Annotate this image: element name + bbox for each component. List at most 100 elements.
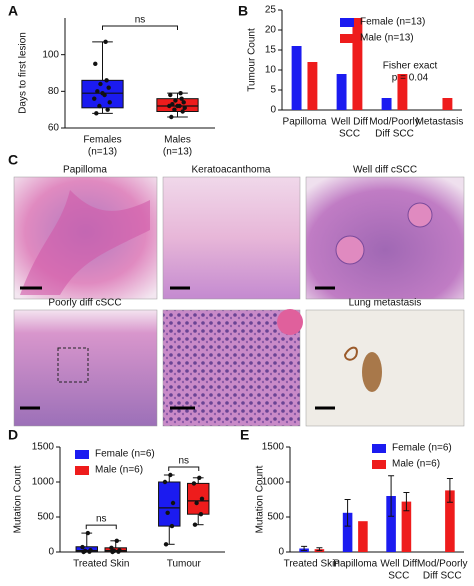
- x-tick-label: Metastasis: [416, 117, 464, 128]
- legend-swatch: [340, 18, 354, 27]
- data-point: [109, 545, 114, 550]
- x-tick-label: Treated Skin: [284, 559, 340, 570]
- y-tick-label: 60: [48, 123, 60, 134]
- data-point: [197, 475, 202, 480]
- data-point: [178, 90, 183, 96]
- data-point: [111, 548, 117, 554]
- x-tick-label: SCC: [339, 129, 360, 140]
- data-point: [97, 103, 102, 109]
- bar: [342, 512, 353, 552]
- x-tick-label: Females: [83, 135, 121, 146]
- data-point: [98, 81, 103, 87]
- error-bar: [446, 478, 453, 503]
- data-point: [172, 107, 177, 112]
- image-label: Well diff cSCC: [353, 165, 417, 176]
- y-tick-label: 500: [37, 512, 54, 523]
- inset-box: [57, 347, 89, 383]
- panel-label: C: [8, 152, 18, 168]
- significance: ns: [178, 456, 189, 467]
- data-point: [180, 109, 185, 114]
- data-point: [95, 89, 100, 94]
- data-point: [163, 542, 169, 547]
- x-tick-label: Well Diff: [331, 117, 368, 128]
- legend-swatch: [75, 450, 89, 459]
- y-axis-title: Mutation Count: [13, 465, 24, 533]
- histology: Papilloma Keratoacanthoma Well diff cSCC…: [13, 165, 465, 427]
- error-bar: [301, 545, 308, 552]
- data-point: [168, 92, 173, 98]
- x-tick-label: SCC: [388, 571, 409, 582]
- panel-label: B: [238, 3, 248, 19]
- data-point: [80, 544, 85, 550]
- data-point: [192, 522, 198, 527]
- legend-label: Female (n=6): [95, 449, 155, 460]
- error-bar: [403, 492, 410, 512]
- bar: [442, 98, 453, 110]
- image-label: Poorly diff cSCC: [48, 298, 121, 309]
- data-point: [182, 105, 187, 111]
- bar: [352, 18, 363, 110]
- x-tick-label: Treated Skin: [73, 559, 129, 570]
- box: [158, 481, 181, 527]
- x-tick-label: Well Diff: [380, 559, 417, 570]
- tissue: [20, 190, 150, 295]
- data-point: [162, 479, 168, 485]
- bar: [401, 501, 412, 552]
- y-tick-label: 25: [265, 5, 277, 16]
- x-tick-label: Mod/Poorly: [417, 559, 468, 570]
- y-tick-label: 0: [48, 547, 54, 558]
- data-point: [100, 90, 105, 96]
- y-tick-label: 500: [267, 512, 284, 523]
- data-point: [191, 481, 197, 486]
- y-tick-label: 10: [265, 65, 277, 76]
- data-point: [107, 100, 112, 105]
- y-tick-label: 100: [42, 49, 59, 60]
- data-point: [104, 78, 109, 83]
- data-point: [181, 100, 186, 105]
- bar: [358, 521, 368, 552]
- panel-label: A: [8, 3, 18, 19]
- tissue: [407, 202, 433, 228]
- legend-label: Male (n=13): [360, 33, 414, 44]
- bar: [397, 74, 408, 110]
- bracket: [102, 25, 178, 30]
- data-point: [105, 107, 110, 112]
- data-point: [92, 96, 97, 101]
- histology-image: [305, 176, 465, 300]
- image-label: Lung metastasis: [349, 298, 422, 309]
- x-tick-label: Diff SCC: [423, 571, 462, 582]
- x-tick-label: (n=13): [88, 147, 117, 158]
- significance: ns: [135, 15, 146, 26]
- data-point: [94, 111, 99, 116]
- error-bar: [344, 499, 351, 527]
- data-point: [165, 510, 170, 515]
- image-label: Keratoacanthoma: [192, 165, 271, 176]
- data-point: [85, 530, 91, 536]
- x-tick-label: Papilloma: [283, 117, 327, 128]
- y-tick-label: 1000: [32, 477, 55, 488]
- data-point: [194, 500, 199, 506]
- bracket: [168, 466, 200, 471]
- x-tick-label: Diff SCC: [375, 129, 414, 140]
- y-axis-title: Tumour Count: [247, 28, 258, 92]
- legend-label: Female (n=13): [360, 17, 425, 28]
- x-tick-label: Tumour: [167, 559, 202, 570]
- panel-label: D: [8, 427, 18, 443]
- significance: ns: [96, 514, 107, 525]
- y-tick-label: 1500: [262, 442, 285, 453]
- histology-image: [162, 176, 301, 300]
- data-point: [169, 114, 174, 120]
- error-bar: [316, 547, 323, 552]
- y-tick-label: 80: [48, 86, 60, 97]
- data-point: [175, 103, 180, 109]
- x-tick-label: Males: [164, 135, 191, 146]
- y-tick-label: 1000: [262, 477, 285, 488]
- tissue: [335, 235, 365, 265]
- data-point: [88, 548, 93, 553]
- error-bar: [388, 475, 395, 517]
- y-tick-label: 5: [270, 85, 276, 96]
- bar: [291, 46, 302, 110]
- data-point: [169, 523, 175, 529]
- image-label: Papilloma: [63, 165, 107, 176]
